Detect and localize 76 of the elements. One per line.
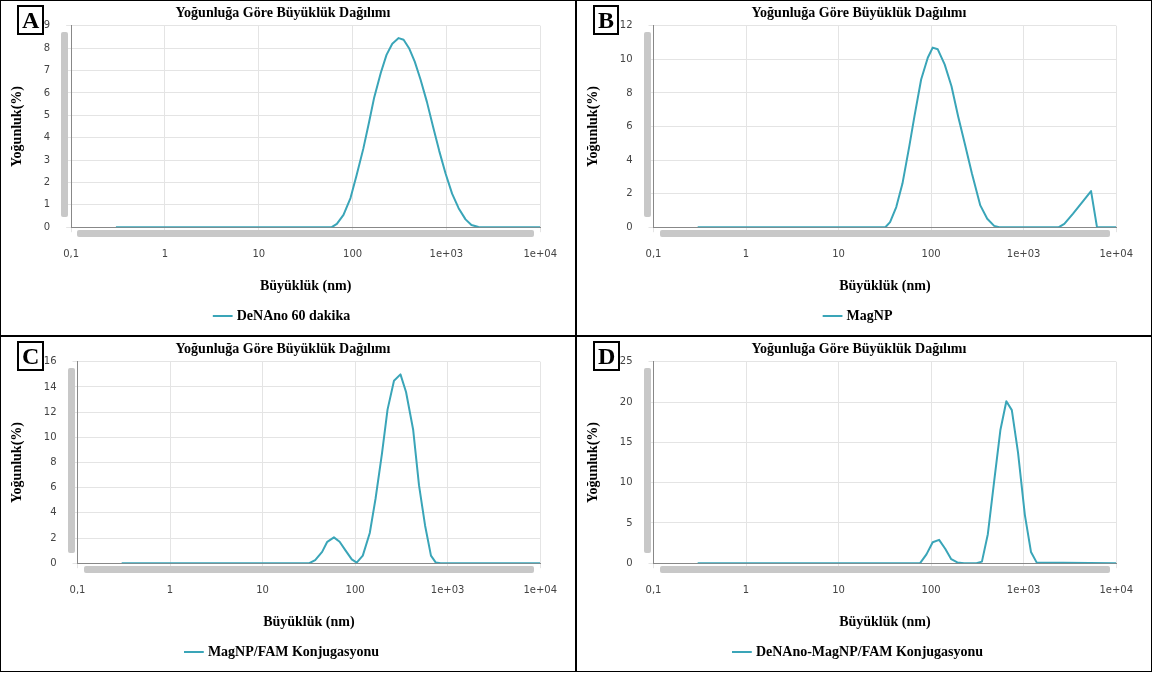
- x-tick-label: 0,1: [645, 247, 662, 259]
- y-tick-label: 0: [43, 220, 51, 232]
- y-tick-label: 8: [50, 456, 57, 468]
- x-tick-label: 10: [832, 583, 845, 595]
- x-tick-label: 100: [921, 583, 941, 595]
- x-tick-label: 1e+03: [1006, 247, 1041, 259]
- chart-title: Yoğunluğa Göre Büyüklük Dağılımı: [175, 341, 391, 357]
- y-tick-label: 8: [43, 41, 51, 53]
- text: A: [17, 5, 45, 35]
- x-tick-label: 1: [161, 247, 169, 259]
- x-tick-label: 1e+04: [523, 247, 557, 259]
- x-tick-label: 0,1: [69, 583, 86, 595]
- text: B: [593, 5, 620, 35]
- legend-label: DeNAno-MagNP/FAM Konjugasyonu: [755, 643, 984, 659]
- chart-title: Yoğunluğa Göre Büyüklük Dağılımı: [751, 341, 967, 357]
- chart-title: Yoğunluğa Göre Büyüklük Dağılımı: [751, 5, 967, 21]
- y-tick-label: 0: [50, 556, 57, 568]
- y-tick-label: 25: [619, 355, 633, 367]
- y-tick-label: 10: [43, 430, 57, 442]
- x-tick-label: 10: [256, 583, 269, 595]
- y-tick-label: 10: [619, 52, 633, 64]
- y-axis-title: Yoğunluk(%): [585, 421, 602, 503]
- x-tick-label: 100: [921, 247, 941, 259]
- x-tick-label: 0,1: [63, 247, 80, 259]
- y-tick-label: 0: [626, 556, 633, 568]
- x-tick-label: 10: [832, 247, 845, 259]
- y-tick-label: 20: [619, 395, 633, 407]
- y-tick-label: 10: [619, 476, 633, 488]
- y-tick-label: 8: [626, 86, 633, 98]
- x-axis-title: Büyüklük (nm): [263, 614, 355, 631]
- x-tick-label: 1: [742, 583, 750, 595]
- legend-label: DeNAno 60 dakika: [236, 307, 351, 323]
- text: C: [17, 341, 45, 371]
- text: D: [593, 341, 621, 371]
- x-axis-title: Büyüklük (nm): [839, 278, 931, 295]
- y-tick-label: 12: [43, 405, 57, 417]
- x-tick-label: 1e+04: [523, 583, 557, 595]
- y-tick-label: 2: [626, 187, 633, 199]
- x-axis-title: Büyüklük (nm): [839, 614, 931, 631]
- y-tick-label: 0: [626, 220, 633, 232]
- y-tick-label: 5: [43, 108, 51, 120]
- y-axis-title: Yoğunluk(%): [585, 85, 602, 167]
- x-tick-label: 10: [252, 247, 266, 259]
- x-axis-title: Büyüklük (nm): [259, 278, 352, 295]
- y-tick-label: 4: [50, 506, 57, 518]
- y-tick-label: 9: [43, 19, 51, 31]
- y-tick-label: 14: [43, 380, 57, 392]
- y-tick-label: 3: [43, 153, 51, 165]
- x-tick-label: 1e+04: [1099, 247, 1133, 259]
- y-tick-label: 4: [626, 153, 633, 165]
- x-tick-label: 1e+03: [429, 247, 464, 259]
- legend-label: MagNP/FAM Konjugasyonu: [207, 643, 380, 659]
- y-tick-label: 15: [619, 435, 633, 447]
- x-tick-label: 1e+03: [1006, 583, 1041, 595]
- legend-label: MagNP: [846, 307, 893, 323]
- y-axis-title: Yoğunluk(%): [9, 421, 26, 503]
- y-tick-label: 5: [626, 516, 633, 528]
- y-tick-label: 12: [619, 19, 633, 31]
- x-tick-label: 1e+04: [1099, 583, 1133, 595]
- y-tick-label: 6: [43, 86, 51, 98]
- y-tick-label: 6: [626, 120, 633, 132]
- y-tick-label: 7: [43, 64, 51, 76]
- x-tick-label: 100: [343, 247, 363, 259]
- chart-title: Yoğunluğa Göre Büyüklük Dağılımı: [175, 5, 391, 21]
- x-tick-label: 1: [166, 583, 174, 595]
- x-tick-label: 0,1: [645, 583, 662, 595]
- x-tick-label: 1: [742, 247, 750, 259]
- y-tick-label: 16: [43, 355, 57, 367]
- x-tick-label: 1e+03: [430, 583, 465, 595]
- x-tick-label: 100: [345, 583, 365, 595]
- y-axis-title: Yoğunluk(%): [9, 85, 26, 167]
- y-tick-label: 1: [43, 198, 51, 210]
- y-tick-label: 4: [43, 131, 51, 143]
- y-tick-label: 2: [43, 176, 51, 188]
- y-tick-label: 2: [50, 531, 57, 543]
- y-tick-label: 6: [50, 481, 57, 493]
